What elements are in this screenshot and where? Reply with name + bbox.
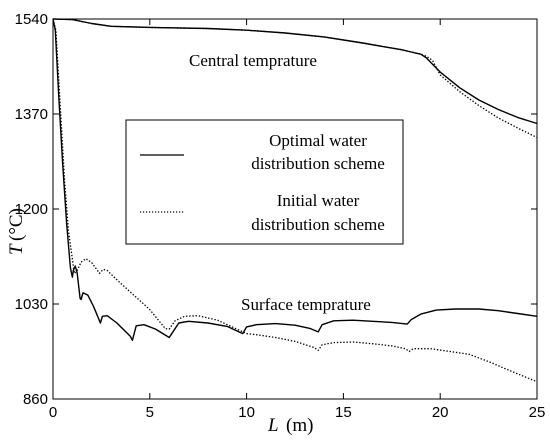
y-axis-label-unit: (°C) [6, 208, 27, 241]
x-tick-label: 0 [49, 404, 57, 421]
x-tick-label: 10 [238, 404, 255, 421]
series-line-initial-surface [52, 18, 538, 383]
x-axis-label: L (m) [267, 415, 313, 436]
x-tick-label: 25 [529, 404, 546, 421]
series-line-initial-central [52, 18, 538, 139]
legend-label-initial-line2: distribution scheme [251, 215, 385, 234]
y-tick-label: 1200 [15, 201, 48, 218]
x-tick-label: 20 [432, 404, 449, 421]
y-tick-label: 1540 [15, 11, 48, 28]
series-layer [52, 18, 538, 383]
series-line-optimal-central [52, 18, 538, 125]
y-axis-label: T (°C) [6, 208, 27, 255]
central-temperature-annotation: Central temprature [189, 51, 317, 70]
legend-label-initial-line1: Initial water [277, 191, 360, 210]
surface-temperature-annotation: Surface temprature [241, 295, 371, 314]
legend: Optimal water distribution scheme Initia… [125, 119, 404, 245]
x-tick-label: 5 [146, 404, 154, 421]
legend-box [125, 119, 404, 245]
legend-label-optimal-line1: Optimal water [269, 131, 367, 150]
legend-label-optimal-line2: distribution scheme [251, 154, 385, 173]
x-axis-label-unit: (m) [286, 415, 313, 436]
ticks-layer: 0 5 10 15 20 25 860 1030 1200 1370 1540 [15, 11, 546, 421]
y-tick-label: 1370 [15, 106, 48, 123]
x-axis-label-var: L [267, 415, 279, 436]
y-tick-label: 1030 [15, 296, 48, 313]
x-tick-label: 15 [335, 404, 352, 421]
y-axis-label-var: T [6, 243, 27, 255]
y-tick-label: 860 [23, 391, 48, 408]
series-line-optimal-surface [52, 18, 538, 341]
